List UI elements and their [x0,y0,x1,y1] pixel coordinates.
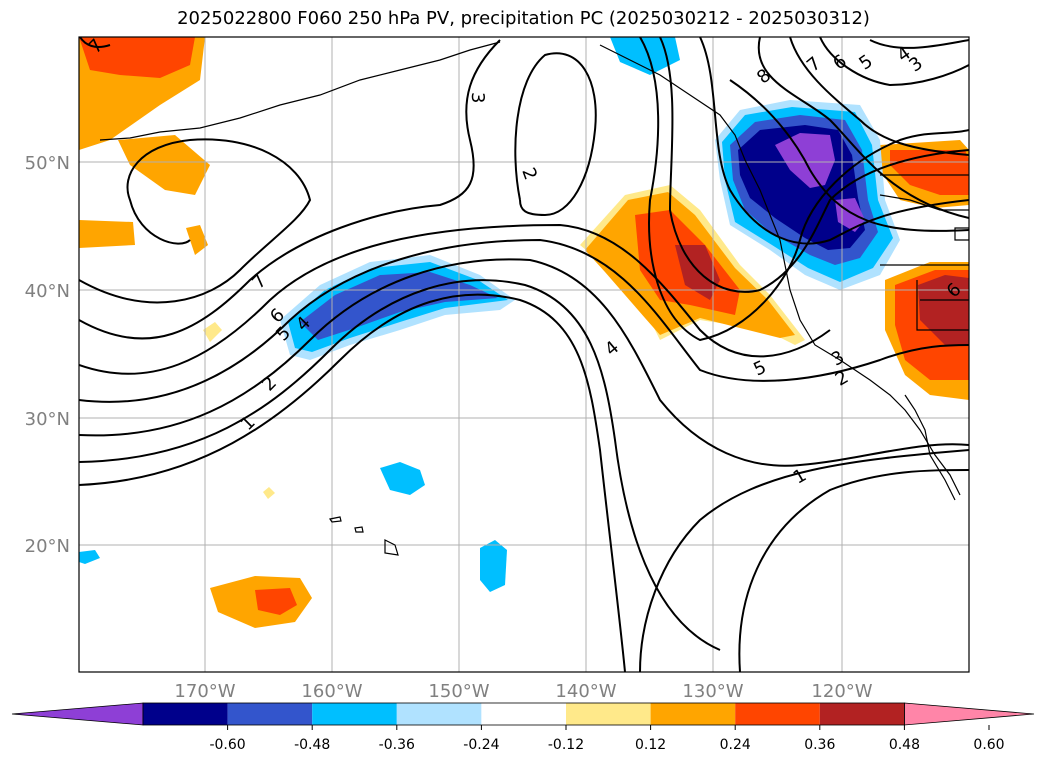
plot-frame [78,36,970,673]
colorbar-tick-labels: -0.60 -0.48 -0.36 -0.24 -0.12 0.12 0.24 0.36 0.4… [209,737,1004,753]
colorbar-tick-label: 0.12 [635,737,666,753]
colorbar-tick-label: -0.60 [209,737,245,753]
colorbar-segment [227,703,313,725]
colorbar-tick-label: -0.48 [294,737,330,753]
lon-label-160w: 160°W [301,681,362,702]
colorbar-segment [819,703,905,725]
colorbar-tick-label: 0.36 [804,737,835,753]
lat-label-40n: 40°N [25,281,70,302]
colorbar-tick-label: -0.24 [463,737,499,753]
lon-label-130w: 130°W [682,681,743,702]
lat-label-20n: 20°N [25,536,70,557]
colorbar-extend-min [11,702,144,726]
contour-label: 3 [467,92,488,103]
lon-label-170w: 170°W [174,681,235,702]
colorbar-tick-label: -0.12 [548,737,584,753]
colorbar-frame [142,702,905,726]
colorbar-segment [481,703,566,725]
colorbar-segment [396,703,482,725]
colorbar-segment [143,703,228,725]
colorbar [11,702,1035,730]
lat-label-30n: 30°N [25,409,70,430]
colorbar-tick-label: 0.60 [973,737,1004,753]
longitude-labels: 170°W 160°W 150°W 140°W 130°W 120°W [174,681,872,702]
colorbar-segment [735,703,820,725]
colorbar-extend-max [904,702,1035,726]
lon-label-150w: 150°W [428,681,489,702]
pv-contours [79,37,969,672]
colorbar-tick-label: 0.48 [889,737,920,753]
latitude-labels: 50°N 40°N 30°N 20°N [25,153,70,557]
negative-anomaly-regions [79,37,900,592]
lon-label-120w: 120°W [811,681,872,702]
grid-lines [79,37,969,672]
map-title: 2025022800 F060 250 hPa PV, precipitatio… [177,8,870,29]
colorbar-segment [566,703,651,725]
colorbar-segment [650,703,736,725]
lat-label-50n: 50°N [25,153,70,174]
colorbar-tick-label: -0.36 [379,737,415,753]
colorbar-tick-label: 0.24 [720,737,751,753]
colorbar-segment [312,703,397,725]
lon-label-140w: 140°W [555,681,616,702]
coastlines [99,41,969,556]
positive-anomaly-regions [79,37,969,628]
